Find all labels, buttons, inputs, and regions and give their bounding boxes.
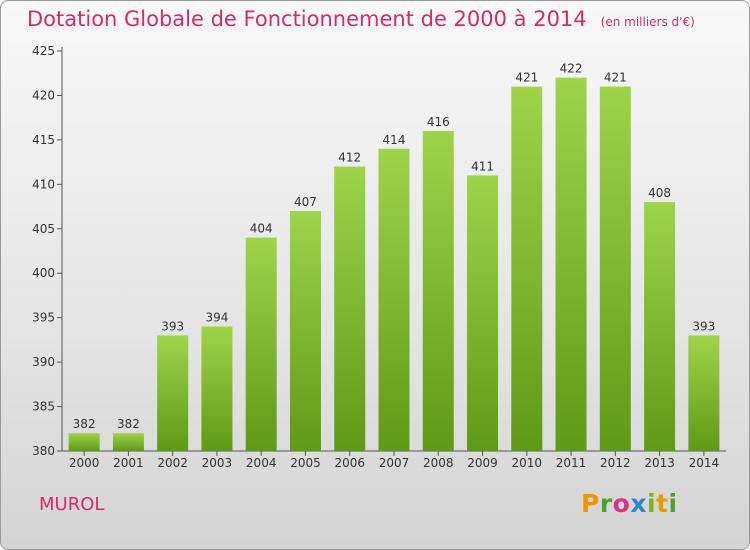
x-tick-label: 2000 — [69, 456, 100, 470]
proxiti-logo: Proxiti — [581, 489, 678, 518]
x-tick-label: 2013 — [644, 456, 675, 470]
bar-value-label: 404 — [250, 222, 273, 236]
bar — [422, 131, 454, 451]
bar-value-label: 411 — [471, 159, 494, 173]
x-tick-label: 2010 — [512, 456, 543, 470]
y-tick-label: 410 — [32, 177, 55, 191]
y-tick-label: 395 — [32, 311, 55, 325]
title-text: Dotation Globale de Fonctionnement de 20… — [27, 7, 587, 31]
bar-value-label: 414 — [383, 133, 406, 147]
x-tick-label: 2003 — [202, 456, 233, 470]
bars: 382 382 393 394 404 407 412 414 416 411 421 422 421 4… — [68, 62, 720, 452]
bar — [334, 166, 366, 452]
bar — [467, 175, 499, 451]
x-tick-label: 2001 — [113, 456, 144, 470]
bar — [245, 237, 277, 451]
bar-value-label: 407 — [294, 195, 317, 209]
bar — [157, 335, 189, 451]
y-tick-label: 385 — [32, 400, 55, 414]
commune-name: MUROL — [39, 494, 105, 515]
bar — [289, 211, 321, 451]
bar — [555, 77, 587, 452]
bar-value-label: 421 — [604, 71, 627, 85]
bar — [201, 326, 233, 451]
bar — [378, 148, 410, 451]
bar — [68, 433, 100, 451]
y-tick-label: 420 — [32, 88, 55, 102]
bar — [688, 335, 720, 451]
bar-value-label: 408 — [648, 186, 671, 200]
x-tick-label: 2005 — [290, 456, 321, 470]
bar-value-label: 412 — [338, 151, 361, 165]
y-tick-label: 425 — [32, 44, 55, 58]
bar-value-label: 421 — [515, 71, 538, 85]
x-tick-label: 2008 — [423, 456, 454, 470]
axes: 380 385 390 395 400 405 410 415 420 425 2000 2001 20… — [32, 44, 726, 470]
bar — [599, 86, 631, 452]
y-tick-label: 405 — [32, 222, 55, 236]
bar — [644, 202, 676, 451]
bar-value-label: 416 — [427, 115, 450, 129]
y-tick-label: 400 — [32, 266, 55, 280]
x-tick-label: 2012 — [600, 456, 631, 470]
y-tick-label: 390 — [32, 355, 55, 369]
bar-value-label: 382 — [117, 417, 140, 431]
x-tick-label: 2007 — [379, 456, 410, 470]
y-tick-label: 380 — [32, 444, 55, 458]
x-tick-label: 2011 — [556, 456, 587, 470]
bar-value-label: 393 — [692, 319, 715, 333]
bar-value-label: 393 — [161, 319, 184, 333]
bar — [112, 433, 144, 451]
y-tick-label: 415 — [32, 133, 55, 147]
x-tick-label: 2009 — [467, 456, 498, 470]
x-tick-label: 2006 — [334, 456, 365, 470]
bar-value-label: 394 — [205, 311, 228, 325]
bar-value-label: 382 — [73, 417, 96, 431]
chart-title: Dotation Globale de Fonctionnement de 20… — [27, 7, 695, 31]
unit-label: (en milliers d'€) — [600, 15, 695, 29]
bar — [511, 86, 543, 452]
x-tick-label: 2002 — [157, 456, 188, 470]
x-tick-label: 2004 — [246, 456, 277, 470]
bar-value-label: 422 — [560, 62, 583, 76]
x-tick-label: 2014 — [689, 456, 720, 470]
